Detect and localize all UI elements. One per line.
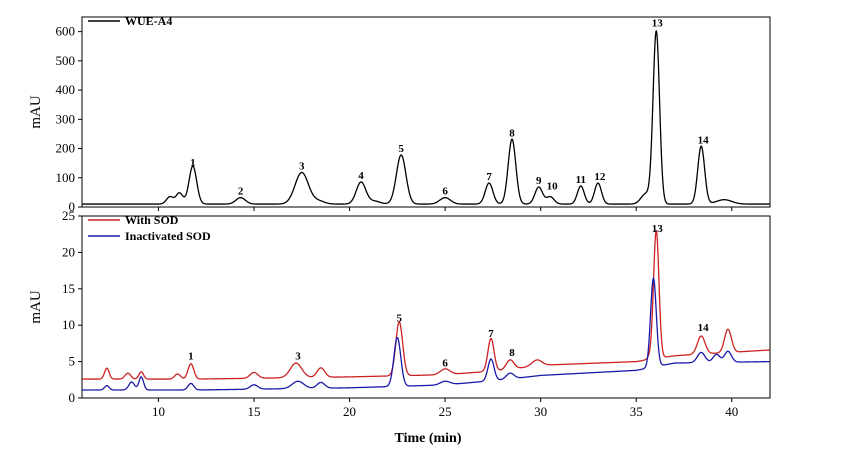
x-axis-title: Time (min)	[394, 431, 461, 446]
y-tick-label: 5	[69, 354, 76, 369]
peak-label: 4	[358, 170, 364, 182]
x-tick-label: 15	[248, 404, 261, 419]
y-tick-label: 600	[56, 24, 76, 39]
peak-label: 6	[442, 186, 448, 198]
y-tick-label: 400	[56, 82, 76, 97]
x-tick-label: 35	[630, 404, 643, 419]
series-line-with-sod	[82, 230, 771, 380]
peak-label: 14	[698, 322, 710, 334]
legend-label: Inactivated SOD	[125, 229, 211, 243]
legend-label: With SOD	[125, 213, 179, 227]
peak-label: 14	[698, 134, 710, 146]
y-tick-label: 200	[56, 141, 76, 156]
y-tick-label: 500	[56, 53, 76, 68]
y-tick-label: 300	[56, 111, 76, 126]
peak-label: 5	[396, 313, 402, 325]
y-tick-label: 20	[62, 244, 75, 259]
x-tick-label: 20	[343, 404, 356, 419]
y-tick-label: 15	[62, 281, 75, 296]
y-axis-title: mAU	[28, 290, 44, 324]
y-tick-label: 25	[62, 208, 75, 223]
peak-label: 9	[536, 175, 542, 187]
peak-label: 1	[190, 157, 196, 169]
peak-label: 8	[509, 127, 515, 139]
series-line-wue-a4	[82, 30, 770, 205]
y-tick-label: 10	[62, 317, 75, 332]
plot-frame	[81, 215, 771, 399]
y-tick-label: 0	[69, 199, 76, 214]
peak-label: 13	[652, 223, 664, 235]
x-tick-label: 10	[152, 404, 165, 419]
peak-label: 11	[576, 174, 586, 186]
peak-label: 1	[188, 350, 194, 362]
legend-label: WUE-A4	[125, 14, 172, 28]
plot-frame	[81, 16, 771, 208]
x-tick-label: 40	[725, 404, 738, 419]
y-tick-label: 0	[69, 390, 76, 405]
peak-label: 5	[398, 143, 404, 155]
peak-label: 3	[295, 350, 301, 362]
y-axis-title: mAU	[28, 95, 44, 129]
y-tick-label: 100	[56, 170, 76, 185]
peak-label: 6	[442, 358, 448, 370]
series-line-inactivated-sod	[82, 276, 771, 391]
peak-label: 7	[488, 328, 494, 340]
peak-label: 2	[238, 186, 244, 198]
x-tick-label: 30	[534, 404, 547, 419]
peak-label: 12	[594, 171, 606, 183]
x-tick-label: 25	[439, 404, 452, 419]
peak-label: 3	[299, 161, 305, 173]
peak-label: 10	[547, 180, 559, 192]
peak-label: 7	[486, 171, 492, 183]
peak-label: 13	[652, 17, 664, 29]
peak-label: 8	[509, 347, 515, 359]
